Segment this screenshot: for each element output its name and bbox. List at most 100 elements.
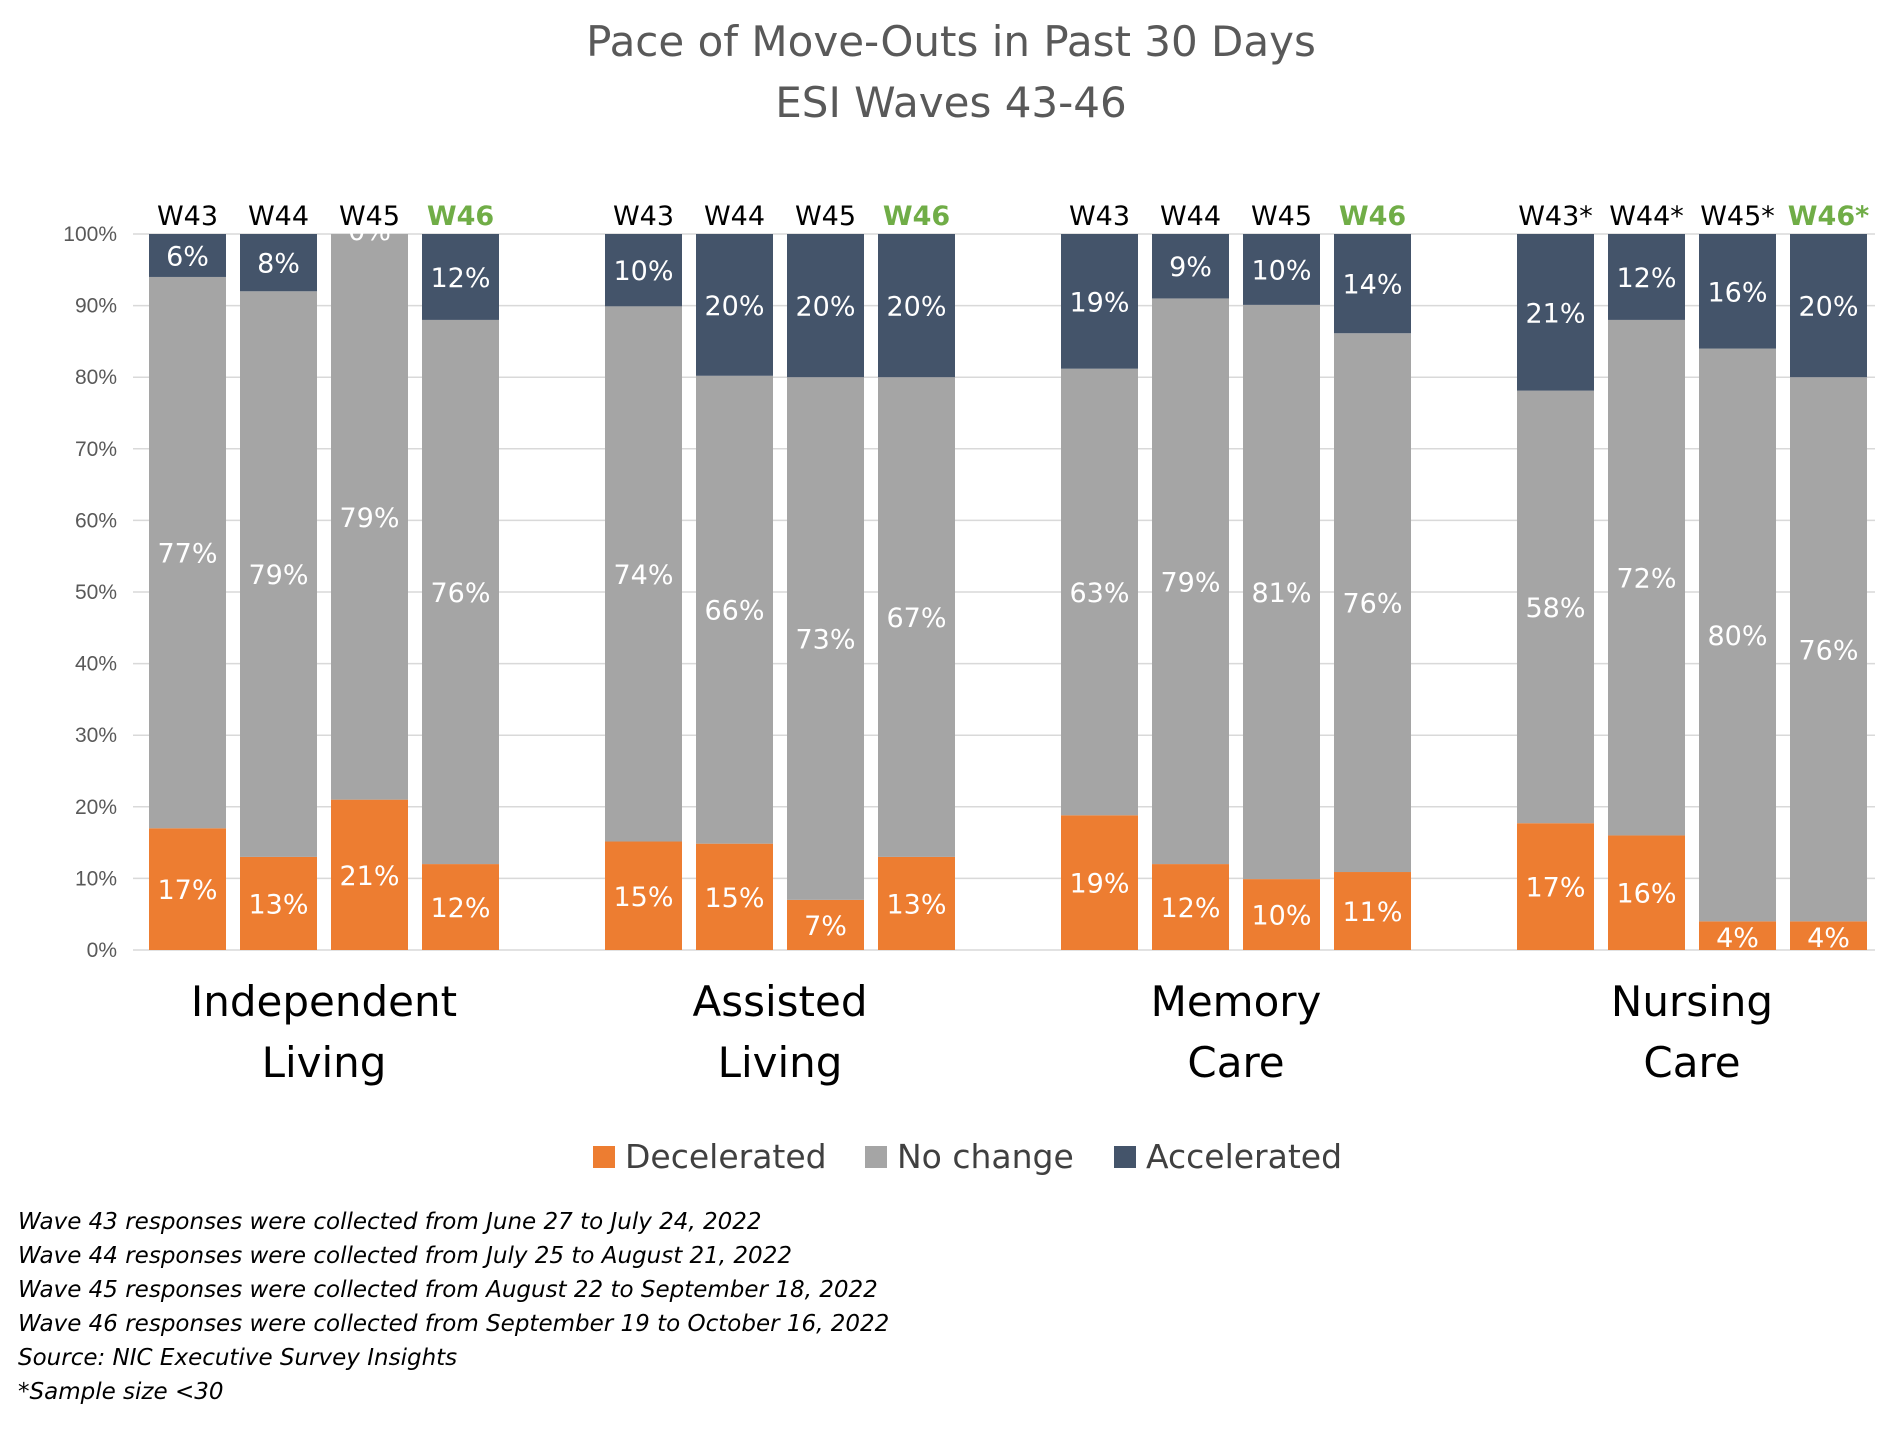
footnote-wave-46: Wave 46 responses were collected from Se…	[18, 1311, 890, 1337]
data-label: 15%	[704, 883, 764, 914]
data-label: 19%	[1069, 869, 1129, 900]
bar-segment-accelerated	[1061, 234, 1138, 369]
wave-label: W46	[1339, 201, 1406, 232]
data-label: 20%	[795, 292, 855, 323]
wave-label: W46*	[1788, 201, 1869, 232]
data-label: 15%	[613, 882, 673, 913]
data-label: 77%	[157, 539, 217, 570]
data-label: 12%	[430, 893, 490, 924]
bar-segment-no-change	[787, 377, 864, 900]
wave-label: W45*	[1700, 201, 1775, 232]
data-label: 17%	[157, 875, 217, 906]
y-tick-label: 10%	[75, 867, 117, 890]
wave-label: W44	[248, 201, 309, 232]
bar-group: 19% 63% 19% W43 12% 79% 9% W44 10% 81% 10% W45 11% 76…	[1061, 201, 1411, 1087]
bar-segment-no-change	[696, 375, 773, 844]
bar-segment-accelerated	[240, 234, 317, 292]
data-label: 10%	[1251, 255, 1311, 286]
chart-title: Pace of Move-Outs in Past 30 Days	[586, 17, 1316, 66]
category-label: Care	[1643, 1038, 1740, 1087]
data-label: 58%	[1525, 593, 1585, 624]
category-label: Care	[1187, 1038, 1284, 1087]
data-label: 80%	[1707, 621, 1767, 652]
data-label: 16%	[1707, 277, 1767, 308]
wave-label: W43	[157, 201, 218, 232]
bar-segment-decelerated	[1517, 823, 1594, 950]
bar-segment-accelerated	[1334, 234, 1411, 334]
bar-segment-no-change	[1517, 390, 1594, 824]
y-tick-label: 100%	[63, 223, 117, 246]
bar-segment-no-change	[605, 306, 682, 842]
data-label: 79%	[248, 560, 308, 591]
y-tick-label: 70%	[75, 438, 117, 461]
category-label: Living	[262, 1038, 387, 1087]
data-label: 10%	[1251, 901, 1311, 932]
bar-segment-decelerated	[1790, 921, 1867, 950]
bar-segment-accelerated	[422, 234, 499, 320]
y-tick-label: 60%	[75, 509, 117, 532]
data-label: 76%	[430, 578, 490, 609]
bar-segment-no-change	[1790, 377, 1867, 922]
bar-segment-no-change	[422, 319, 499, 865]
category-label: Living	[718, 1038, 843, 1087]
bar-segment-decelerated	[1061, 815, 1138, 950]
y-tick-label: 40%	[75, 653, 117, 676]
data-label: 12%	[430, 263, 490, 294]
data-label: 6%	[166, 241, 209, 272]
legend-label: Decelerated	[625, 1137, 827, 1176]
data-label: 72%	[1616, 564, 1676, 595]
bar-segment-decelerated	[787, 899, 864, 950]
data-label: 11%	[1342, 897, 1402, 928]
data-label: 79%	[339, 503, 399, 534]
data-label: 20%	[704, 291, 764, 322]
bar-segment-decelerated	[696, 843, 773, 950]
legend-swatch	[1114, 1146, 1136, 1168]
data-label: 81%	[1251, 578, 1311, 609]
wave-label: W43*	[1518, 201, 1593, 232]
wave-label: W43	[613, 201, 674, 232]
bar-segment-decelerated	[1152, 864, 1229, 950]
wave-label: W46	[427, 201, 494, 232]
data-label: 21%	[1525, 298, 1585, 329]
bar-group: 17% 58% 21% W43* 16% 72% 12% W44* 4% 80% 16% W45* 4%…	[1517, 201, 1869, 1087]
data-label: 17%	[1525, 873, 1585, 904]
data-label: 76%	[1798, 635, 1858, 666]
data-label: 12%	[1160, 893, 1220, 924]
wave-label: W44	[704, 201, 765, 232]
bar-segment-accelerated	[1243, 234, 1320, 305]
bar-segment-accelerated	[696, 234, 773, 376]
bar-segment-accelerated	[1152, 234, 1229, 299]
bar-segment-no-change	[331, 234, 408, 800]
data-label: 16%	[1616, 879, 1676, 910]
footnotes: Wave 43 responses were collected from Ju…	[18, 1205, 889, 1409]
data-label: 13%	[248, 889, 308, 920]
y-axis: 0% 10% 20% 30% 40% 50% 60% 70% 80% 90% 100%	[63, 223, 117, 962]
category-label: Assisted	[692, 977, 867, 1026]
bar-segment-accelerated	[878, 234, 955, 378]
category-label: Independent	[191, 977, 457, 1026]
footnote-wave-45: Wave 45 responses were collected from Au…	[18, 1277, 878, 1303]
y-tick-label: 20%	[75, 796, 117, 819]
bar-segment-accelerated	[1699, 234, 1776, 349]
bar-segment-accelerated	[787, 234, 864, 378]
wave-label: W45	[795, 201, 856, 232]
category-label: Nursing	[1611, 977, 1773, 1026]
chart-subtitle: ESI Waves 43-46	[775, 78, 1126, 127]
footnote-sample-size: *Sample size <30	[18, 1379, 224, 1405]
y-tick-label: 50%	[75, 581, 117, 604]
wave-label: W43	[1069, 201, 1130, 232]
bar-segment-decelerated	[1334, 872, 1411, 950]
data-label: 20%	[886, 292, 946, 323]
wave-label: W46	[883, 201, 950, 232]
bar-segment-no-change	[1243, 304, 1320, 880]
footnote-source: Source: NIC Executive Survey Insights	[18, 1345, 458, 1371]
bar-group: 15% 74% 10% W43 15% 66% 20% W44 7% 73% 20% W45 13% 67…	[605, 201, 955, 1087]
footnote-wave-43: Wave 43 responses were collected from Ju…	[18, 1209, 762, 1235]
legend-label: No change	[897, 1137, 1074, 1176]
bar-segment-decelerated	[331, 799, 408, 950]
bar-segment-decelerated	[1608, 835, 1685, 950]
data-label: 20%	[1798, 292, 1858, 323]
data-label: 4%	[1807, 923, 1850, 954]
data-label: 14%	[1342, 270, 1402, 301]
